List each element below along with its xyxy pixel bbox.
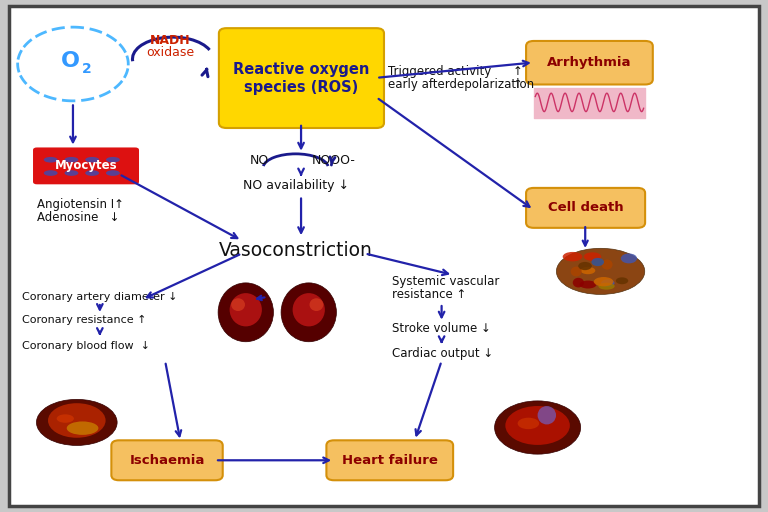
Ellipse shape bbox=[310, 298, 323, 311]
Text: NADH: NADH bbox=[151, 34, 190, 48]
Ellipse shape bbox=[44, 157, 58, 162]
FancyBboxPatch shape bbox=[326, 440, 453, 480]
Ellipse shape bbox=[37, 399, 117, 445]
Ellipse shape bbox=[231, 298, 245, 311]
Text: oxidase: oxidase bbox=[147, 46, 194, 59]
Ellipse shape bbox=[505, 406, 570, 445]
Text: Reactive oxygen
species (ROS): Reactive oxygen species (ROS) bbox=[233, 61, 369, 95]
Ellipse shape bbox=[601, 280, 614, 287]
Ellipse shape bbox=[538, 406, 556, 424]
Ellipse shape bbox=[579, 281, 597, 289]
Ellipse shape bbox=[293, 293, 325, 327]
Ellipse shape bbox=[218, 283, 273, 342]
Text: ↑: ↑ bbox=[513, 78, 523, 91]
Ellipse shape bbox=[518, 418, 539, 429]
Ellipse shape bbox=[584, 252, 601, 261]
Text: NO: NO bbox=[250, 154, 270, 167]
Ellipse shape bbox=[495, 401, 581, 454]
FancyBboxPatch shape bbox=[526, 41, 653, 84]
Text: Vasoconstriction: Vasoconstriction bbox=[219, 241, 372, 261]
Text: NO availability ↓: NO availability ↓ bbox=[243, 179, 349, 193]
Ellipse shape bbox=[591, 258, 604, 266]
Ellipse shape bbox=[85, 157, 99, 162]
Text: Ischaemia: Ischaemia bbox=[129, 454, 205, 467]
Ellipse shape bbox=[571, 267, 581, 276]
Ellipse shape bbox=[65, 170, 78, 176]
Ellipse shape bbox=[616, 278, 628, 284]
FancyBboxPatch shape bbox=[9, 6, 759, 506]
Text: Systemic vascular: Systemic vascular bbox=[392, 275, 499, 288]
Text: Coronary blood flow  ↓: Coronary blood flow ↓ bbox=[22, 340, 150, 351]
Ellipse shape bbox=[106, 170, 120, 176]
Ellipse shape bbox=[67, 421, 98, 435]
Text: Coronary artery diameter ↓: Coronary artery diameter ↓ bbox=[22, 292, 177, 302]
Text: Triggered activity: Triggered activity bbox=[388, 65, 491, 78]
Ellipse shape bbox=[44, 170, 58, 176]
Ellipse shape bbox=[48, 403, 106, 438]
Ellipse shape bbox=[621, 253, 637, 263]
Ellipse shape bbox=[65, 157, 78, 162]
FancyBboxPatch shape bbox=[219, 28, 384, 128]
Text: Coronary resistance ↑: Coronary resistance ↑ bbox=[22, 315, 146, 325]
Ellipse shape bbox=[556, 248, 644, 294]
Ellipse shape bbox=[563, 252, 582, 262]
Text: Heart failure: Heart failure bbox=[342, 454, 438, 467]
Text: Adenosine   ↓: Adenosine ↓ bbox=[37, 211, 119, 224]
Text: Stroke volume ↓: Stroke volume ↓ bbox=[392, 322, 491, 335]
Text: Cardiac output ↓: Cardiac output ↓ bbox=[392, 347, 493, 360]
Ellipse shape bbox=[230, 293, 262, 327]
Text: ↑: ↑ bbox=[513, 65, 523, 78]
Ellipse shape bbox=[581, 267, 595, 274]
FancyBboxPatch shape bbox=[111, 440, 223, 480]
FancyBboxPatch shape bbox=[526, 188, 645, 228]
Text: NOOO-: NOOO- bbox=[312, 154, 356, 167]
Ellipse shape bbox=[85, 170, 99, 176]
Ellipse shape bbox=[57, 414, 74, 423]
Ellipse shape bbox=[281, 283, 336, 342]
Ellipse shape bbox=[106, 157, 120, 162]
Ellipse shape bbox=[594, 277, 614, 286]
Text: Cell death: Cell death bbox=[548, 201, 624, 215]
Ellipse shape bbox=[598, 283, 614, 290]
Ellipse shape bbox=[601, 260, 613, 270]
Text: Myocytes: Myocytes bbox=[55, 159, 118, 173]
Text: resistance ↑: resistance ↑ bbox=[392, 288, 466, 301]
Ellipse shape bbox=[578, 262, 592, 270]
Text: Angiotensin I↑: Angiotensin I↑ bbox=[37, 198, 124, 211]
Text: 2: 2 bbox=[82, 62, 91, 76]
Text: O: O bbox=[61, 51, 80, 72]
Text: Arrhythmia: Arrhythmia bbox=[547, 56, 632, 69]
Ellipse shape bbox=[573, 278, 584, 287]
Text: early afterdepolarization: early afterdepolarization bbox=[388, 78, 534, 91]
FancyBboxPatch shape bbox=[33, 147, 139, 184]
